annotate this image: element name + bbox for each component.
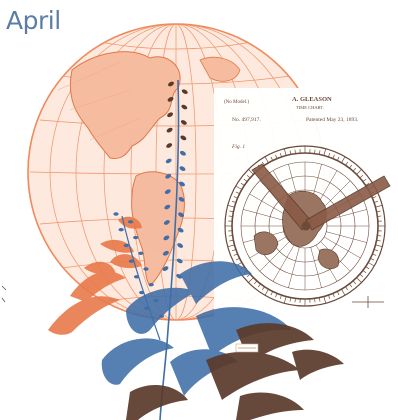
blue-leaves (101, 261, 292, 396)
page-title: April (6, 6, 61, 35)
patent-date: Patented May 23, 1893. (306, 117, 359, 123)
left-edge-marks (1, 285, 7, 303)
specimen-tag (235, 343, 259, 353)
patent-header-left: (No Model.) (224, 100, 249, 105)
patent-inventor: A. GLEASON (292, 96, 332, 103)
orange-fern (48, 216, 142, 335)
brown-leaves (126, 323, 344, 420)
time-chart-dial (224, 145, 391, 308)
patent-fig-label: Fig. 1 (231, 144, 245, 150)
patent-subtitle: TIME CHART. (296, 105, 324, 110)
patent-number: No. 497,917. (232, 117, 261, 123)
